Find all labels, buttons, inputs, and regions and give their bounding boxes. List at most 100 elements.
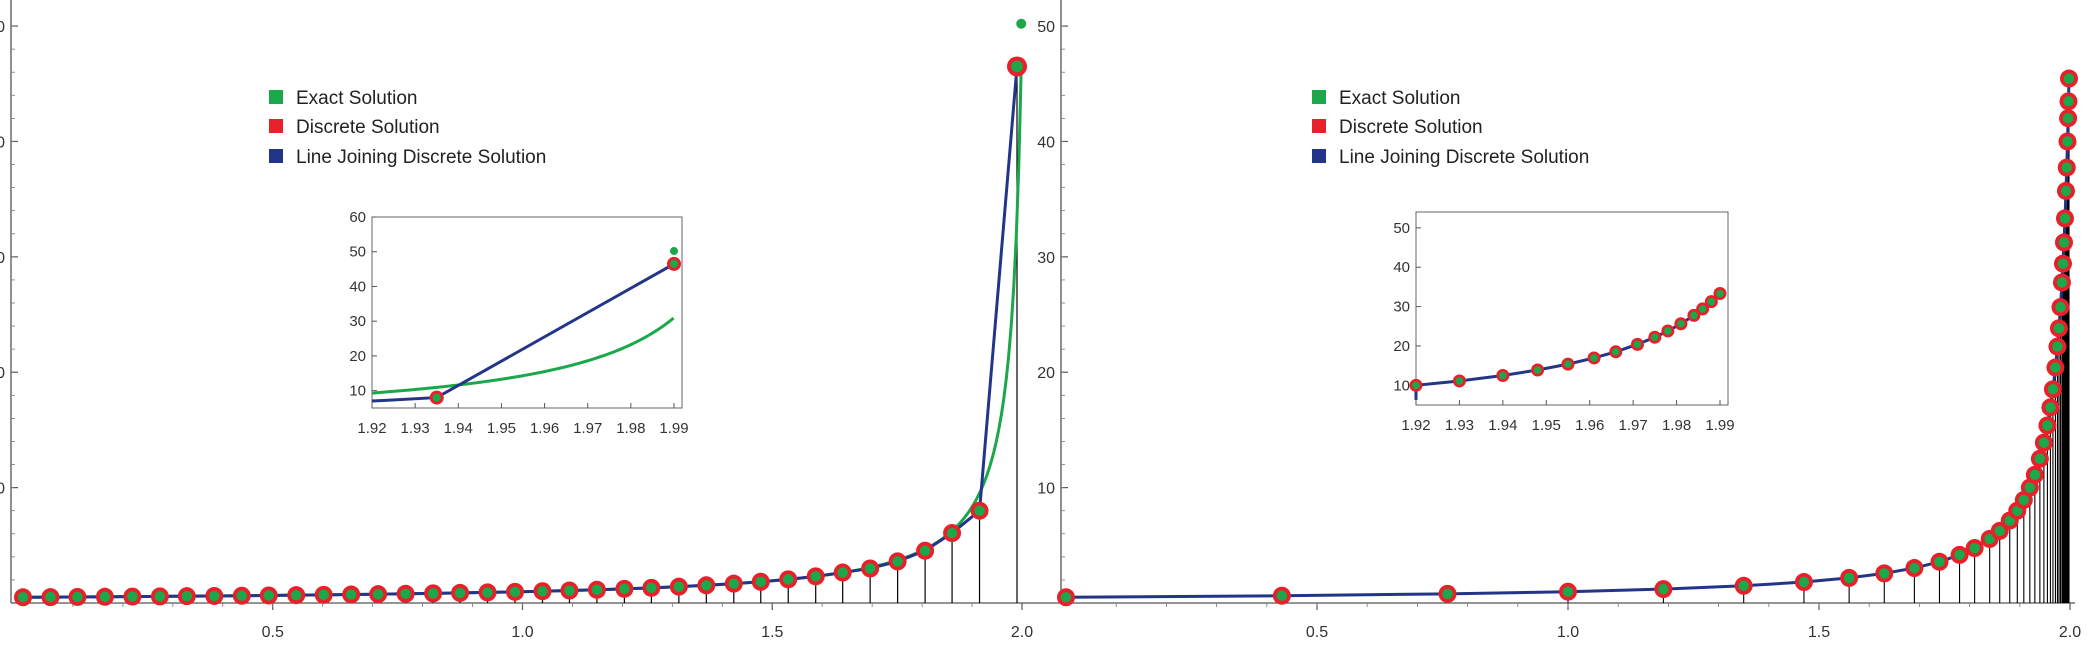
y-tick-label: 30 — [0, 250, 5, 267]
inset-discrete-point-core — [1651, 333, 1659, 341]
legend-discrete-label: Discrete Solution — [296, 117, 440, 138]
inset-discrete-point-core — [1633, 340, 1642, 349]
inset-y-tick-label: 10 — [349, 383, 366, 400]
discrete-point-core — [263, 590, 274, 601]
discrete-point-core — [2052, 341, 2063, 352]
inset-x-tick-label: 1.98 — [616, 420, 645, 437]
inset-discrete-point-core — [1412, 381, 1420, 390]
discrete-point-core — [919, 545, 931, 556]
discrete-point-core — [1969, 542, 1980, 554]
inset-discrete-point-core — [1690, 311, 1698, 320]
discrete-point-core — [892, 556, 903, 567]
inset-discrete-point-core — [1664, 327, 1672, 335]
discrete-point-core — [17, 592, 29, 603]
discrete-point-core — [2018, 494, 2030, 506]
inset-x-tick-label: 1.98 — [1662, 417, 1691, 434]
discrete-point-core — [181, 590, 193, 602]
inset-discrete-point-core — [1612, 348, 1620, 356]
discrete-point-core — [318, 589, 329, 601]
x-tick-label: 1.5 — [1808, 624, 1830, 641]
inset-y-tick-label: 40 — [1393, 259, 1410, 276]
discrete-point-core — [946, 527, 958, 539]
discrete-point-core — [2061, 162, 2072, 173]
right-inset-plot: 1.92 1.93 1.94 1.95 1.96 1.97 1.98 1.99 10 20 30 40… — [1393, 211, 1735, 434]
left-inset-content — [371, 247, 681, 405]
legend-discrete-label: Discrete Solution — [1339, 117, 1483, 138]
discrete-point-core — [2059, 213, 2071, 224]
discrete-point-core — [1562, 586, 1574, 597]
inset-y-tick-label: 50 — [349, 244, 366, 261]
legend-line-swatch — [269, 149, 283, 163]
discrete-point-core — [1738, 580, 1749, 591]
inset-x-tick-label: 1.94 — [444, 420, 473, 437]
x-tick-label: 0.5 — [1306, 624, 1328, 641]
left-inset-frame — [371, 216, 683, 409]
legend-line-label: Line Joining Discrete Solution — [296, 147, 546, 168]
right-legend: Exact Solution Discrete Solution Line Jo… — [1312, 88, 1589, 168]
inset-discrete-point-core — [1698, 305, 1707, 313]
discrete-point-core — [291, 589, 302, 601]
legend-discrete-swatch — [269, 119, 283, 133]
discrete-point-core — [1011, 60, 1023, 73]
discrete-point-core — [209, 590, 220, 602]
inset-y-tick-label: 20 — [1393, 338, 1410, 355]
discrete-point-core — [2029, 469, 2041, 481]
inset-discrete-point-core — [1533, 366, 1542, 374]
legend-line-swatch — [1312, 149, 1326, 163]
discrete-point-core — [537, 586, 548, 597]
inset-discrete-point-core — [1564, 360, 1572, 368]
inset-x-tick-label: 1.97 — [1619, 417, 1648, 434]
discrete-point-core — [1843, 572, 1855, 584]
y-tick-label: 40 — [0, 134, 5, 151]
inset-x-tick-label: 1.93 — [1445, 417, 1474, 434]
inset-x-tick-label: 1.96 — [1575, 417, 1604, 434]
discrete-point-core — [2053, 323, 2065, 334]
inset-discrete-point-core — [1716, 289, 1724, 298]
discrete-point-core — [2024, 482, 2036, 493]
discrete-point-core — [345, 589, 357, 600]
discrete-point-core — [2012, 505, 2023, 516]
discrete-point-core — [1442, 588, 1453, 600]
y-tick-label: 50 — [1037, 19, 1055, 36]
discrete-point-core — [482, 587, 493, 598]
discrete-point-core — [974, 505, 985, 516]
right-discrete-points — [1057, 69, 2078, 607]
discrete-point-core — [1798, 576, 1810, 588]
inset-y-tick-label: 40 — [349, 278, 366, 295]
discrete-point-core — [2050, 362, 2061, 373]
inset-x-tick-label: 1.92 — [357, 420, 386, 437]
inset-x-tick-label: 1.92 — [1401, 417, 1430, 434]
right-axis-ticks: 0.5 1.0 1.5 2.0 10 20 30 40 50 — [1037, 19, 2081, 641]
discrete-point-core — [154, 591, 166, 602]
y-tick-label: 20 — [1037, 365, 1055, 382]
discrete-point-core — [1934, 556, 1945, 568]
inset-exact-endpoint — [670, 247, 678, 256]
discrete-point-core — [701, 580, 712, 591]
y-tick-label: 30 — [1037, 250, 1055, 267]
discrete-point-core — [509, 586, 521, 598]
inset-x-tick-label: 1.99 — [1705, 417, 1734, 434]
legend-exact-label: Exact Solution — [1339, 88, 1460, 109]
y-tick-label: 20 — [0, 365, 5, 382]
discrete-point-core — [673, 581, 685, 592]
left-axis-ticks: 0.5 1.0 1.5 2.0 10 20 30 40 50 — [0, 19, 1033, 641]
inset-x-tick-label: 1.95 — [1532, 417, 1561, 434]
x-tick-label: 1.0 — [1557, 624, 1579, 641]
discrete-point-core — [2062, 136, 2073, 147]
discrete-point-core — [454, 587, 466, 599]
x-tick-label: 1.5 — [761, 624, 783, 641]
discrete-point-core — [2055, 301, 2066, 313]
inset-exact-curve — [371, 316, 675, 395]
legend-exact-label: Exact Solution — [296, 88, 417, 109]
right-panel: 0.5 1.0 1.5 2.0 10 20 30 40 50 Exact Solution Di… — [1037, 0, 2081, 641]
y-tick-label: 10 — [1037, 481, 1055, 498]
discrete-point-core — [1276, 590, 1288, 601]
discrete-point-core — [2034, 453, 2046, 464]
discrete-point-core — [783, 574, 794, 585]
right-inset-content — [1409, 286, 1727, 400]
inset-x-tick-label: 1.99 — [659, 420, 688, 437]
discrete-point-core — [619, 583, 630, 595]
left-discrete-points — [14, 56, 1028, 607]
inset-x-tick-label: 1.94 — [1488, 417, 1517, 434]
